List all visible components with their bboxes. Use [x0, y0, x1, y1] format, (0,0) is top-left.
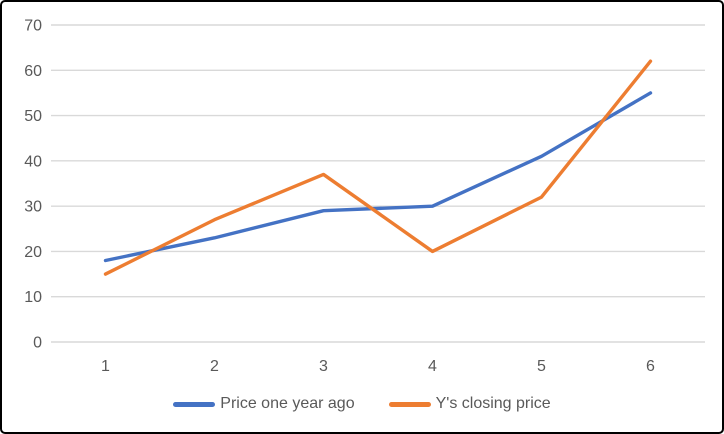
series-line-price-one-year-ago — [103, 91, 653, 263]
y-axis-tick-label: 60 — [24, 63, 42, 80]
legend-line-swatch-orange — [388, 401, 431, 407]
y-axis-tick-label: 70 — [24, 18, 42, 35]
y-axis-tick-label: 30 — [24, 199, 42, 216]
legend-line-swatch-blue — [173, 401, 216, 407]
x-axis-tick-label: 3 — [319, 358, 328, 375]
legend-label: Price one year ago — [220, 395, 355, 412]
series-line-y-s-closing-price — [103, 59, 653, 276]
x-axis-tick-label: 2 — [210, 358, 219, 375]
y-axis-tick-label: 20 — [24, 244, 42, 261]
y-axis-tick-label: 50 — [24, 108, 42, 125]
x-axis-tick-label: 5 — [537, 358, 546, 375]
x-axis-tick-label: 6 — [646, 358, 655, 375]
y-axis-tick-label: 40 — [24, 153, 42, 170]
chart-legend: Price one year ago Y's closing price — [2, 395, 722, 413]
legend-label: Y's closing price — [435, 395, 551, 412]
legend-item-ys-closing-price: Y's closing price — [388, 395, 551, 413]
legend-item-price-one-year-ago: Price one year ago — [173, 395, 355, 413]
x-axis-tick-label: 1 — [101, 358, 110, 375]
y-axis-tick-label: 10 — [24, 289, 42, 306]
x-axis-tick-label: 4 — [428, 358, 437, 375]
y-axis-tick-label: 0 — [33, 335, 42, 352]
